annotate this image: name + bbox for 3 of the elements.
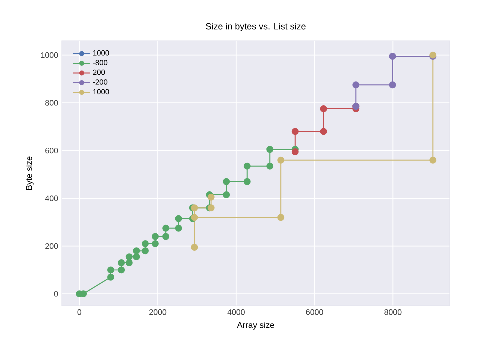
x-axis-title: Array size xyxy=(237,322,274,330)
y-axis-title: Byte size xyxy=(26,156,34,190)
chart-title: Size in bytes vs. List size xyxy=(206,23,306,32)
